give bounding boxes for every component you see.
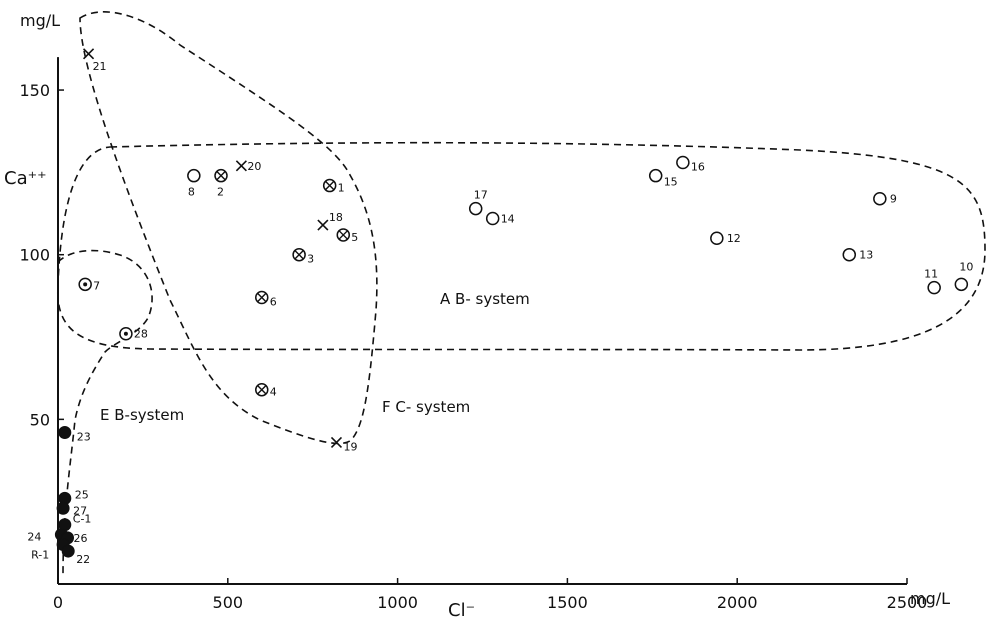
- point-label: 2: [217, 186, 224, 199]
- x-tick-label: 1000: [377, 593, 418, 612]
- circle-x-cross: [216, 171, 226, 181]
- point-label: 10: [959, 260, 973, 273]
- open-circle-point: [468, 201, 483, 216]
- x-tick-label: 1500: [547, 593, 588, 612]
- point-label: 4: [270, 386, 277, 399]
- point-label: 22: [76, 553, 90, 566]
- chart-texts: 0 500 1000 1500 2000 2500 50 100 150 Cl⁻ mg/L Ca⁺⁺ m…: [4, 11, 973, 621]
- axes: [57, 57, 908, 585]
- point-label: 11: [924, 268, 938, 281]
- x-point: [82, 48, 95, 60]
- open-circle-point: [485, 211, 500, 226]
- open-circle-point: [710, 231, 724, 245]
- point-label: 28: [134, 328, 148, 341]
- x-point: [330, 436, 343, 448]
- x-axis-unit: mg/L: [910, 589, 950, 608]
- circle-dot-center: [83, 282, 88, 287]
- point-label: 23: [77, 431, 91, 444]
- point-label: 8: [188, 186, 195, 199]
- point-label: 25: [75, 488, 89, 501]
- point-label: 7: [93, 279, 100, 292]
- point-label: 24: [27, 531, 41, 544]
- point-label: 21: [93, 60, 107, 73]
- point-label: 15: [664, 176, 678, 189]
- filled-circle-point: [61, 544, 75, 558]
- system-outlines: [57, 11, 986, 576]
- circle-x-cross: [294, 250, 304, 260]
- point-label: 14: [501, 212, 515, 225]
- x-point: [235, 160, 247, 172]
- point-label: 12: [727, 232, 741, 245]
- system-annotation: A B- system: [440, 290, 530, 308]
- circle-x-cross: [257, 293, 267, 303]
- point-label: C-1: [73, 513, 92, 526]
- filled-circle-point: [58, 426, 72, 440]
- point-label: 26: [74, 532, 88, 545]
- ab-system-outline: [57, 141, 986, 351]
- open-circle-point: [676, 155, 690, 170]
- point-label: 17: [474, 189, 488, 202]
- y-axis-label: Ca⁺⁺: [4, 168, 47, 189]
- point-label: R-1: [31, 548, 49, 561]
- y-tick-label: 50: [30, 410, 50, 429]
- open-circle-point: [648, 168, 663, 183]
- point-label: 13: [859, 249, 873, 262]
- x-axis-label: Cl⁻: [448, 600, 475, 621]
- circle-dot-center: [123, 331, 128, 336]
- fc-system-outline: [79, 11, 378, 445]
- point-label: 5: [351, 231, 358, 244]
- system-annotation: E B-system: [100, 406, 184, 424]
- point-label: 19: [343, 440, 357, 453]
- point-label: 9: [890, 193, 897, 206]
- point-label: 18: [329, 211, 343, 224]
- open-circle-point: [842, 247, 857, 262]
- y-axis-unit: mg/L: [20, 11, 60, 30]
- open-circle-point: [927, 280, 941, 295]
- y-tick-label: 150: [19, 81, 50, 100]
- point-label: 3: [307, 253, 314, 266]
- x-point: [317, 219, 329, 231]
- point-label: 1: [338, 182, 345, 195]
- circle-x-cross: [325, 181, 335, 191]
- system-annotation: F C- system: [382, 398, 470, 416]
- circle-x-cross: [338, 230, 348, 240]
- open-circle-point: [187, 168, 201, 183]
- x-tick-label: 2500: [887, 593, 928, 612]
- filled-circle-point: [56, 501, 70, 515]
- eb-system-outline: [57, 249, 153, 576]
- open-circle-point: [873, 191, 887, 206]
- x-tick-label: 0: [53, 593, 63, 612]
- point-label: 6: [270, 296, 277, 309]
- point-label: 20: [247, 160, 261, 173]
- x-tick-label: 2000: [717, 593, 758, 612]
- x-tick-label: 500: [213, 593, 244, 612]
- point-label: 27: [73, 504, 87, 517]
- y-tick-label: 100: [19, 246, 50, 265]
- circle-x-cross: [257, 385, 267, 395]
- open-circle-point: [954, 277, 969, 292]
- point-label: 16: [691, 160, 705, 173]
- data-points: [54, 48, 969, 558]
